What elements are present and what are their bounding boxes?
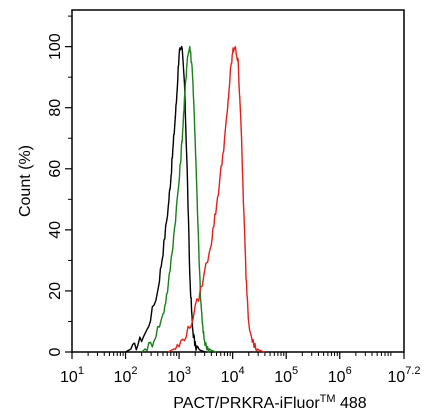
x-tick-label: 105 — [274, 365, 298, 386]
x-tick-label-exponent: 1 — [78, 365, 84, 377]
x-tick-label-base: 10 — [114, 369, 132, 386]
x-tick-label: 101 — [60, 365, 84, 386]
x-tick-label-base: 10 — [387, 369, 405, 386]
x-tick-label-base: 10 — [221, 369, 239, 386]
x-tick-label-base: 10 — [167, 369, 185, 386]
y-tick-label: 40 — [47, 221, 64, 239]
x-tick-label: 102 — [114, 365, 138, 386]
x-axis-label-main: PACT/PRKRA-iFluor — [173, 395, 320, 412]
x-tick-label: 103 — [167, 365, 191, 386]
x-tick-label-exponent: 4 — [238, 365, 244, 377]
x-tick-label-base: 10 — [274, 369, 292, 386]
histogram-series-2 — [141, 45, 217, 353]
y-tick-label: 100 — [47, 33, 64, 60]
x-tick-label: 104 — [221, 365, 245, 386]
x-tick-label-exponent: 5 — [292, 365, 298, 377]
x-axis-label-suffix: 488 — [336, 395, 367, 412]
y-axis-label: Count (%) — [17, 145, 34, 217]
y-tick-label: 60 — [47, 160, 64, 178]
x-tick-label-exponent: 2 — [131, 365, 137, 377]
x-tick-label: 107.2 — [387, 365, 420, 386]
histogram-series-1 — [125, 45, 207, 353]
x-axis-label: PACT/PRKRA-iFluorTM 488 — [173, 393, 367, 412]
x-tick-label-exponent: 3 — [185, 365, 191, 377]
x-tick-label-base: 10 — [60, 369, 78, 386]
plot-frame — [71, 9, 405, 353]
x-tick-label-base: 10 — [328, 369, 346, 386]
histogram-series-3 — [168, 45, 265, 353]
y-tick-label: 20 — [47, 282, 64, 300]
y-tick-label: 80 — [47, 99, 64, 117]
x-axis-label-tm: TM — [320, 393, 336, 405]
x-tick-label: 106 — [328, 365, 352, 386]
series-layer — [125, 45, 265, 353]
x-tick-label-exponent: 7.2 — [405, 365, 420, 377]
x-tick-label-exponent: 6 — [346, 365, 352, 377]
y-tick-label: 0 — [47, 347, 64, 356]
